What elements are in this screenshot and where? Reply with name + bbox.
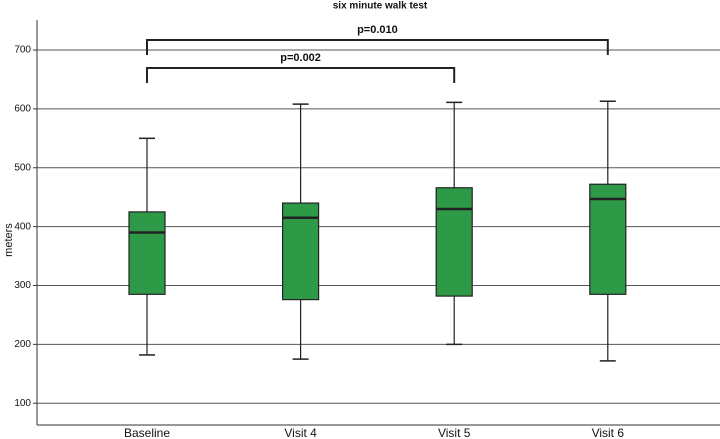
annotation: p=0.010 <box>357 24 398 36</box>
significance-bracket <box>146 39 609 55</box>
box <box>435 187 473 297</box>
annotation: p=0.002 <box>280 52 321 64</box>
x-tick-label: Baseline <box>124 426 170 439</box>
y-tick-label: 600 <box>14 104 31 115</box>
chart-title: six minute walk test <box>333 1 428 12</box>
x-tick-label: Visit 5 <box>438 426 471 439</box>
y-tick-label: 200 <box>14 339 31 350</box>
y-tick-label: 300 <box>14 280 31 291</box>
x-tick-label: Visit 4 <box>284 426 317 439</box>
box <box>282 202 320 301</box>
x-tick-label: Visit 6 <box>592 426 625 439</box>
significance-bracket <box>146 67 456 83</box>
y-tick-label: 400 <box>14 221 31 232</box>
y-tick-label: 500 <box>14 162 31 173</box>
y-tick-label: 100 <box>14 398 31 409</box>
y-tick-label: 700 <box>14 45 31 56</box>
box <box>589 183 627 295</box>
box <box>128 211 166 295</box>
y-axis-label: meters <box>3 223 15 257</box>
